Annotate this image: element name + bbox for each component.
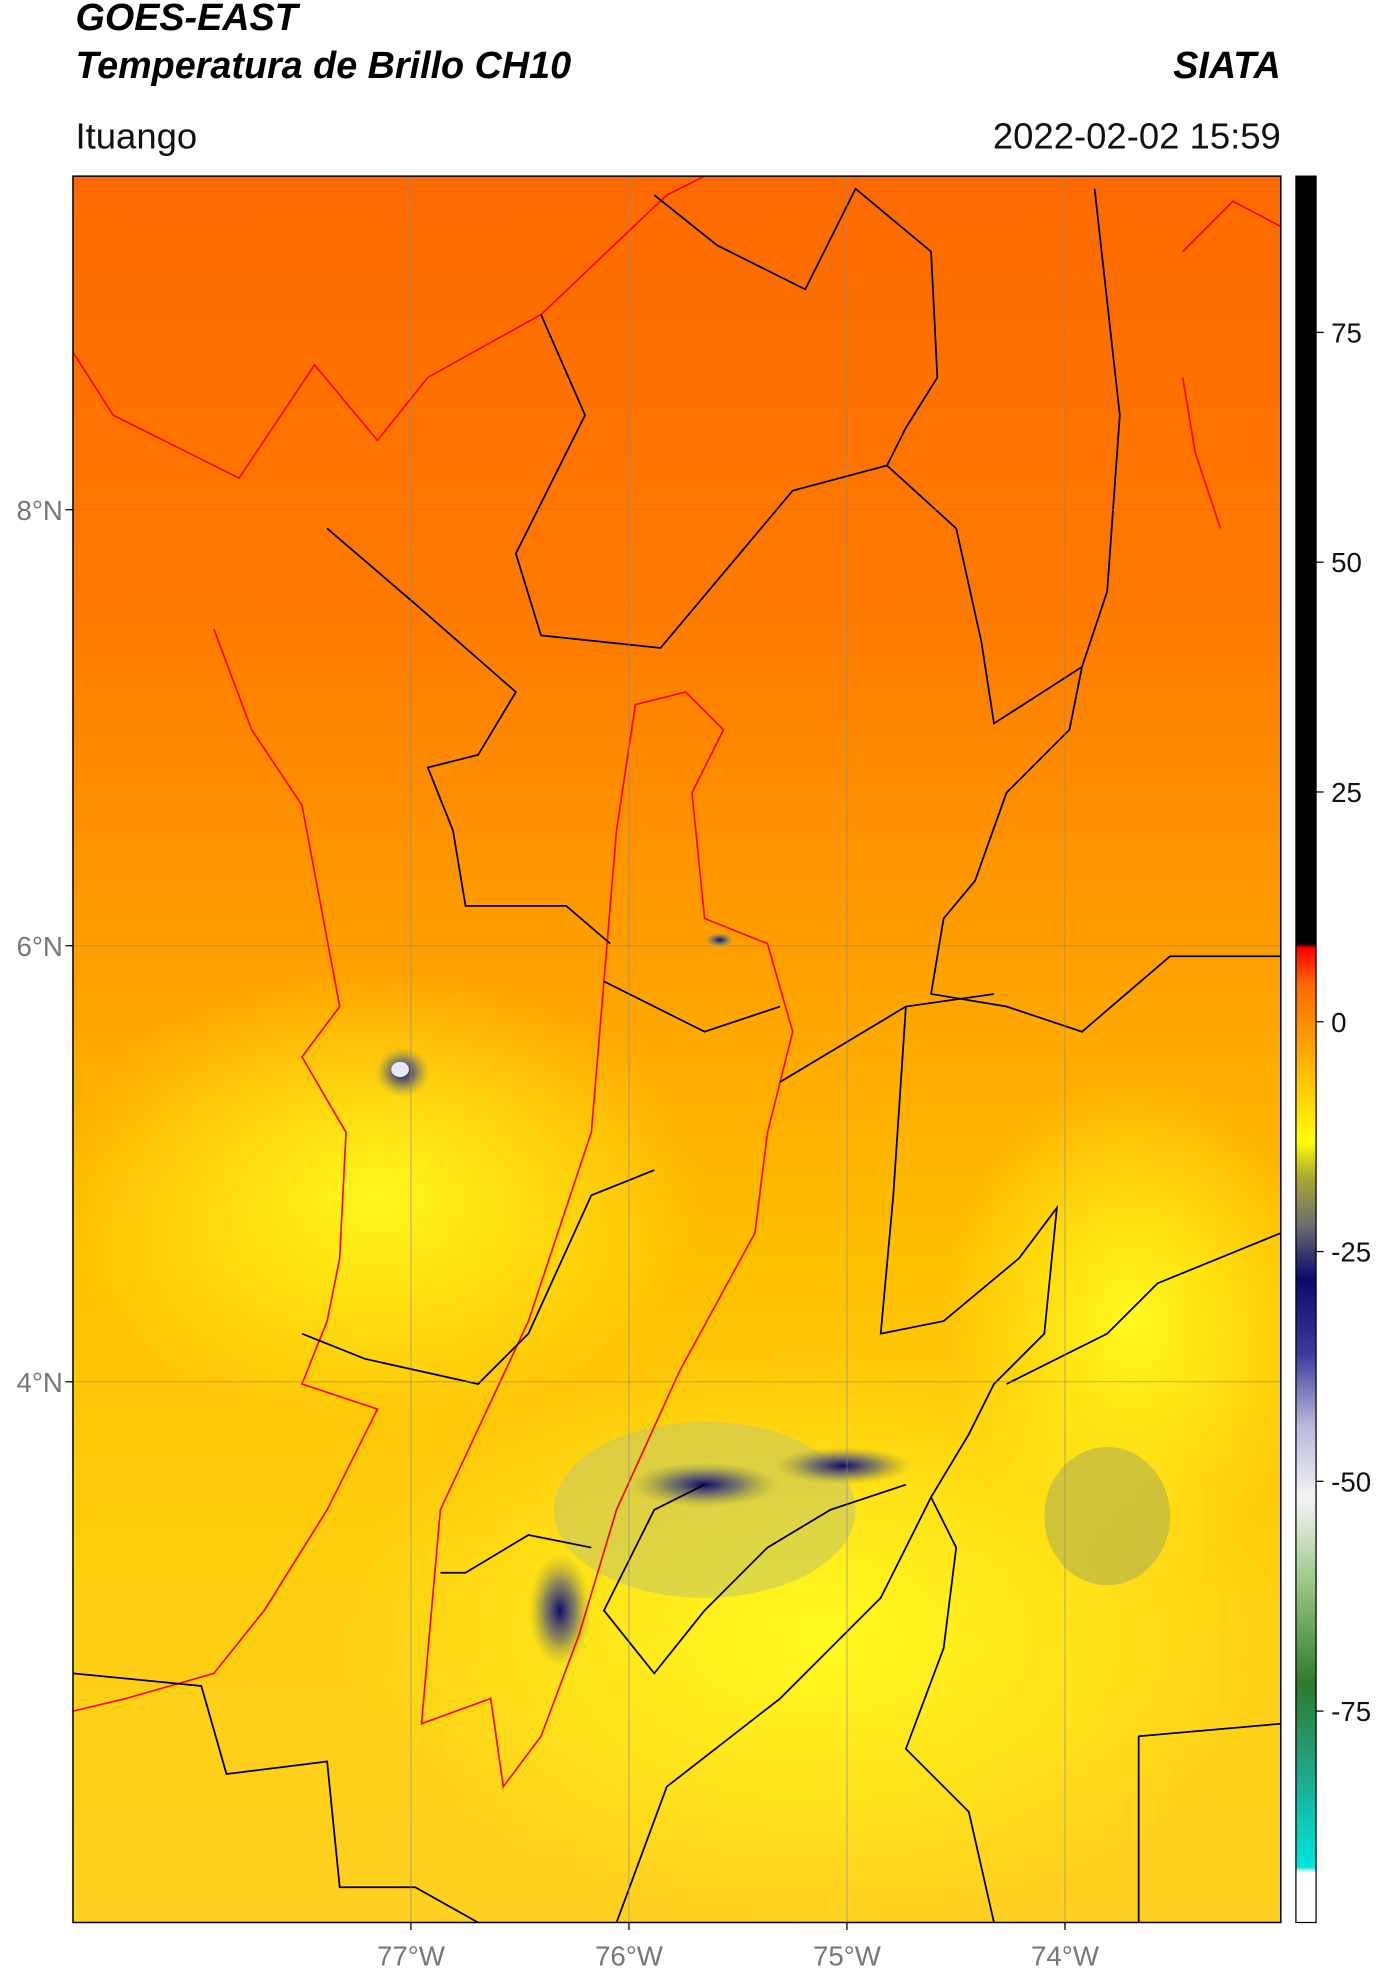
cloud: [391, 1061, 409, 1077]
source: SIATA: [1173, 44, 1281, 86]
colorbar-tick-label: -75: [1331, 1696, 1371, 1727]
x-tick-label: 75°W: [813, 1940, 882, 1971]
coastline: [72, 176, 705, 480]
warm-area: [72, 968, 705, 1422]
colorbar-tick-label: -25: [1331, 1237, 1371, 1268]
y-tick-label: 8°N: [16, 495, 62, 526]
ituango-basin: [420, 691, 794, 1789]
coastline: [1181, 200, 1281, 529]
map-image: [72, 176, 1281, 1923]
colorbar: [1295, 175, 1317, 1924]
map-frame: [72, 175, 1282, 1924]
datetime: 2022-02-02 15:59: [993, 115, 1281, 156]
colorbar-tick-label: 0: [1331, 1007, 1346, 1038]
cloud: [704, 932, 735, 948]
y-tick-label: 4°N: [16, 1367, 62, 1398]
x-tick-label: 76°W: [595, 1940, 664, 1971]
warm-area: [943, 1069, 1281, 1573]
colorbar-tick-label: -50: [1331, 1466, 1371, 1497]
cloud: [773, 1446, 913, 1485]
cloud: [528, 1553, 592, 1668]
y-tick-label: 6°N: [16, 931, 62, 962]
x-tick-label: 74°W: [1031, 1940, 1100, 1971]
colorbar-tick-label: 75: [1331, 317, 1362, 348]
cloud: [1044, 1446, 1171, 1586]
x-tick-label: 77°W: [377, 1940, 446, 1971]
region: Ituango: [75, 115, 197, 156]
title: GOES-EAST: [75, 0, 300, 38]
colorbar-tick-label: 25: [1331, 777, 1362, 808]
cloud: [553, 1421, 856, 1598]
subtitle: Temperatura de Brillo CH10: [75, 44, 571, 86]
colorbar-tick-label: 50: [1331, 547, 1362, 578]
border: [514, 187, 1281, 1033]
coastline: [72, 628, 379, 1712]
border: [72, 527, 1281, 1923]
